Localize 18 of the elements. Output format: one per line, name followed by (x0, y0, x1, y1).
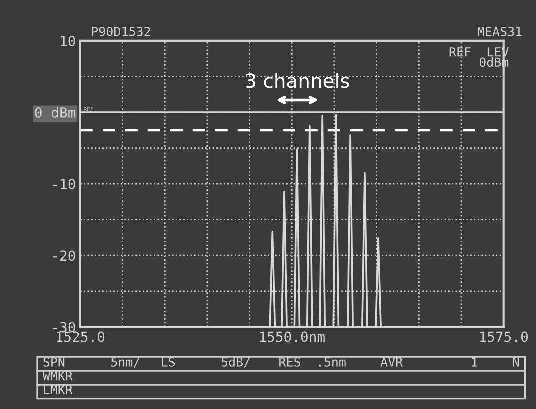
x-tick-label: 1575.0 (480, 332, 528, 342)
text: LMKR (44, 385, 73, 395)
x-tick-label: 1550.0nm (260, 332, 325, 342)
y-tick-label: 0 dBm (35, 107, 76, 118)
text: P90D1532 (92, 26, 150, 36)
text: RES .5nm (280, 357, 346, 367)
annotation: 3 channels (246, 73, 350, 88)
text: WMKR (42, 372, 73, 381)
y-tick-label: -10 (54, 179, 76, 190)
y-tick-label: -30 (54, 322, 76, 333)
y-tick-label: 10 (61, 36, 76, 46)
x-tick-label: 1525.0 (56, 332, 105, 342)
text: SPN 5nm/ (44, 357, 140, 368)
y-tick-label: -20 (54, 250, 76, 262)
text: N (513, 358, 520, 367)
text: LS 5dB/ (162, 357, 250, 368)
text: MEAS31 (478, 26, 522, 36)
text: AVR 1 (380, 358, 478, 367)
